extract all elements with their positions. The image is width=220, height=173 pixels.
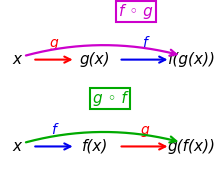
Text: f(g(x)): f(g(x)) xyxy=(168,52,216,67)
Text: g: g xyxy=(140,122,149,136)
Text: g: g xyxy=(50,36,58,50)
Text: x: x xyxy=(13,139,22,154)
Text: g(f(x)): g(f(x)) xyxy=(168,139,216,154)
Text: f: f xyxy=(51,122,56,136)
Text: f(x): f(x) xyxy=(82,139,108,154)
Text: x: x xyxy=(13,52,22,67)
Text: g ◦ f: g ◦ f xyxy=(93,91,127,106)
Text: f ◦ g: f ◦ g xyxy=(119,4,153,19)
Text: g(x): g(x) xyxy=(80,52,110,67)
Text: f: f xyxy=(142,36,147,50)
